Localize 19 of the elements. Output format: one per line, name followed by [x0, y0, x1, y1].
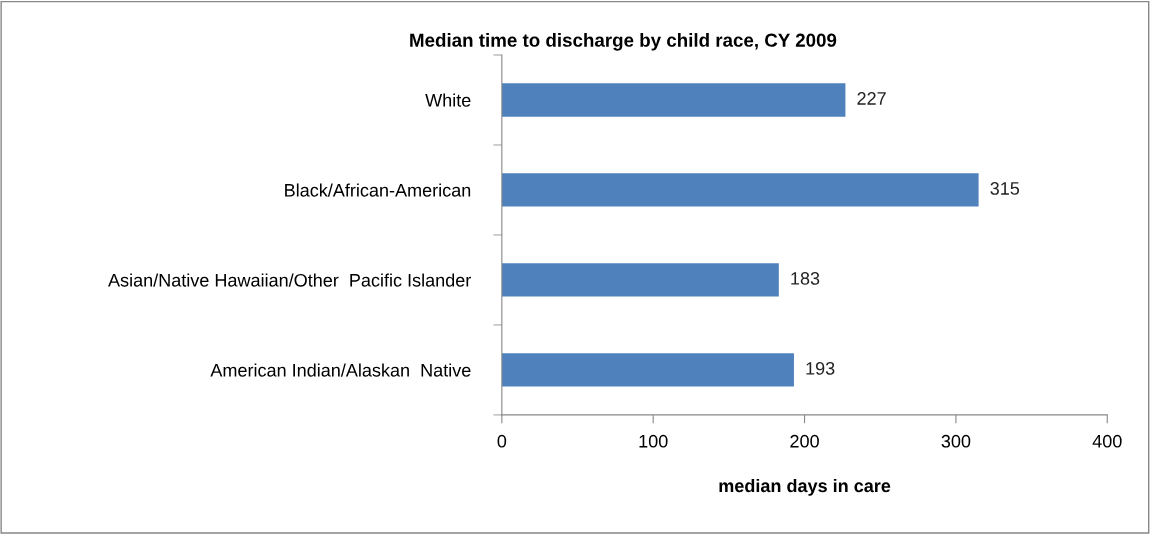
x-axis-title: median days in care	[719, 478, 891, 496]
data-label: 193	[806, 361, 835, 375]
data-label: 315	[990, 182, 1020, 195]
bar	[501, 83, 846, 117]
bar	[501, 353, 794, 387]
data-label: 227	[857, 92, 886, 105]
chart-title: Median time to discharge by child race, CY 2009	[410, 33, 837, 51]
y-tick-label: American Indian/Alaskan Native	[210, 363, 471, 377]
x-tick-label: 400	[1092, 434, 1122, 448]
data-label: 183	[791, 272, 820, 285]
x-tick-label: 200	[790, 434, 819, 448]
bar	[501, 173, 979, 207]
bar	[501, 263, 779, 297]
y-tick-label: Asian/Native Hawaiian/Other Pacific Islander	[108, 273, 471, 287]
x-tick-label: 0	[497, 434, 507, 448]
y-tick-label: Black/African-American	[285, 183, 471, 197]
x-tick-label: 100	[639, 434, 668, 448]
y-tick-label: White	[425, 93, 471, 107]
x-tick-label: 300	[941, 434, 971, 448]
